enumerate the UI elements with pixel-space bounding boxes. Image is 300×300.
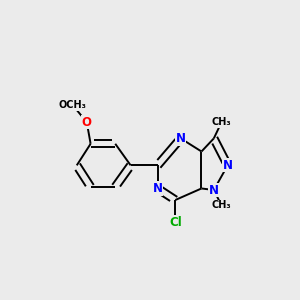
Text: N: N: [176, 132, 186, 145]
Text: CH₃: CH₃: [212, 117, 231, 127]
Text: N: N: [153, 182, 163, 195]
Text: OCH₃: OCH₃: [59, 100, 87, 110]
Text: O: O: [82, 116, 92, 129]
Text: N: N: [223, 159, 233, 172]
Text: N: N: [209, 184, 219, 196]
Text: Cl: Cl: [169, 216, 182, 229]
Text: CH₃: CH₃: [212, 200, 231, 210]
